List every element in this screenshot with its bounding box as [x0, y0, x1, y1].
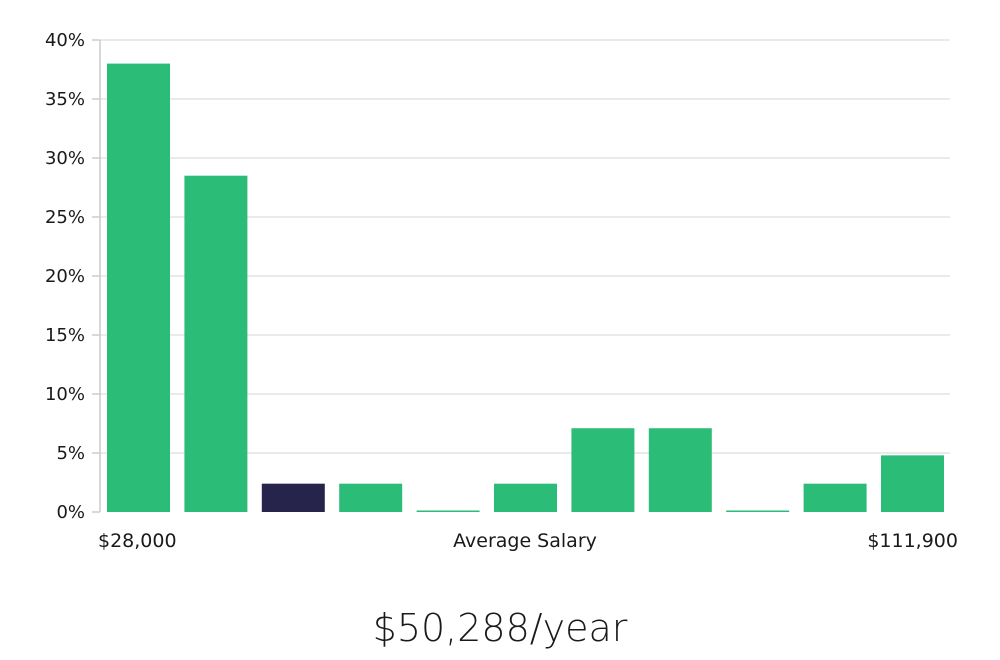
- bar: [803, 483, 867, 512]
- salary-histogram: 0% 5% 10% 15% 20% 25% 30% 35% 40% $28,000 Averag…: [45, 30, 958, 552]
- y-tick-label: 30%: [45, 148, 85, 169]
- y-tick-label: 40%: [45, 30, 85, 51]
- bar: [494, 483, 557, 512]
- bar: [726, 510, 790, 512]
- bar: [416, 510, 480, 512]
- bar: [107, 63, 170, 512]
- bar: [339, 483, 403, 512]
- y-tick-label: 10%: [45, 384, 85, 405]
- y-tick-label: 15%: [45, 325, 85, 346]
- average-salary-headline: $50,288/year: [372, 606, 628, 650]
- bars: [107, 63, 944, 512]
- bar: [184, 175, 248, 512]
- x-axis-min-label: $28,000: [98, 530, 177, 552]
- bar: [648, 428, 712, 512]
- y-tick-label: 25%: [45, 207, 85, 228]
- y-tick-label: 35%: [45, 89, 85, 110]
- bar-highlighted: [261, 483, 325, 512]
- x-axis-max-label: $111,900: [867, 530, 958, 552]
- y-tick-label: 0%: [56, 502, 85, 523]
- bar: [881, 455, 944, 512]
- x-axis-title: Average Salary: [453, 530, 597, 552]
- y-tick-label: 5%: [56, 443, 85, 464]
- y-tick-label: 20%: [45, 266, 85, 287]
- y-axis-ticks: 0% 5% 10% 15% 20% 25% 30% 35% 40%: [45, 30, 100, 523]
- bar: [571, 428, 635, 512]
